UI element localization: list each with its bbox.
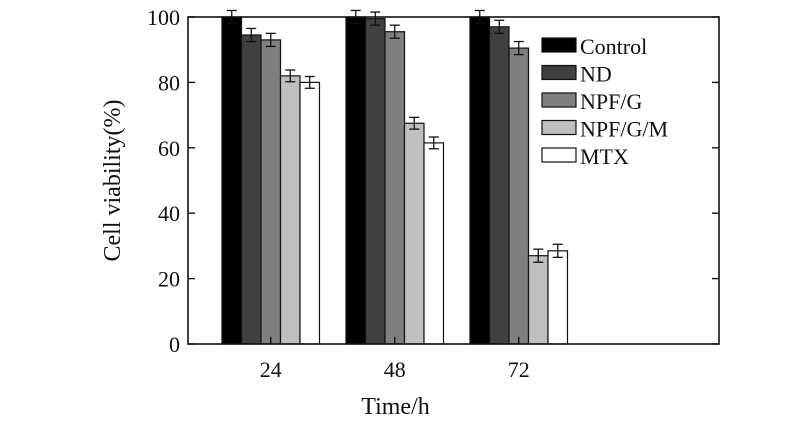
- x-axis-ticks: 24 48 72: [260, 337, 530, 382]
- x-tick-label: 24: [260, 357, 282, 382]
- error-bars-group: [226, 9, 563, 263]
- bar-npf-g-24: [260, 39, 282, 345]
- bar-nd-48: [364, 18, 386, 345]
- y-tick-label: 100: [147, 5, 180, 30]
- error-bar-npf-g-24: [265, 32, 276, 48]
- legend-label: Control: [580, 34, 647, 59]
- x-tick-label: 48: [384, 357, 406, 382]
- y-tick-label: 0: [169, 332, 180, 357]
- legend-item: MTX: [541, 144, 629, 169]
- y-axis-ticks: 0 20 40 60 80 100: [147, 5, 719, 357]
- bar-control-48: [345, 16, 367, 345]
- legend-item: Control: [541, 34, 647, 59]
- error-bar-nd-72: [494, 19, 505, 34]
- legend-label: ND: [580, 62, 612, 87]
- y-tick-label: 40: [158, 201, 180, 226]
- bar-nd-72: [488, 26, 510, 345]
- legend-item: NPF/G: [541, 89, 642, 114]
- legend-item: NPF/G/M: [541, 117, 668, 142]
- legend-swatch: [541, 64, 577, 81]
- plot-frame: [187, 16, 720, 345]
- bars-group: [221, 16, 569, 345]
- legend-swatch: [541, 37, 577, 53]
- legend-label: NPF/G: [580, 89, 642, 114]
- error-bar-mtx-24: [304, 75, 315, 89]
- legend-swatch: [541, 119, 577, 136]
- legend-label: MTX: [580, 144, 629, 169]
- error-bar-npf-g-48: [389, 24, 400, 39]
- error-bar-mtx-72: [552, 243, 563, 258]
- y-tick-label: 60: [158, 136, 180, 161]
- y-axis-title: Cell viability(%): [100, 100, 126, 262]
- bar-control-72: [469, 16, 491, 345]
- bar-control-24: [221, 16, 243, 345]
- bar-npf-g-72: [508, 47, 530, 345]
- y-tick-label: 80: [158, 70, 180, 95]
- error-bar-npf-g-m-24: [285, 69, 296, 83]
- y-tick-label: 20: [158, 267, 180, 292]
- bar-mtx-24: [299, 81, 321, 345]
- error-bar-nd-48: [370, 11, 381, 26]
- legend-label: NPF/G/M: [580, 117, 668, 142]
- bar-npf-g-m-72: [527, 255, 549, 345]
- bar-npf-g-m-48: [403, 122, 425, 345]
- error-bar-npf-g-m-72: [533, 248, 544, 263]
- error-bar-npf-g-72: [513, 40, 524, 56]
- bar-mtx-72: [547, 250, 569, 345]
- error-bar-nd-24: [246, 27, 257, 43]
- legend-swatch: [541, 147, 577, 163]
- legend-swatch: [541, 92, 577, 108]
- legend-item: ND: [541, 62, 612, 87]
- x-axis-title: Time/h: [361, 394, 429, 420]
- bar-nd-24: [240, 34, 262, 345]
- bar-npf-g-m-24: [279, 75, 301, 345]
- error-bar-npf-g-m-48: [409, 116, 420, 130]
- bar-npf-g-48: [384, 31, 406, 345]
- error-bar-mtx-48: [428, 136, 439, 150]
- x-tick-label: 72: [508, 357, 530, 382]
- bar-mtx-48: [423, 142, 445, 345]
